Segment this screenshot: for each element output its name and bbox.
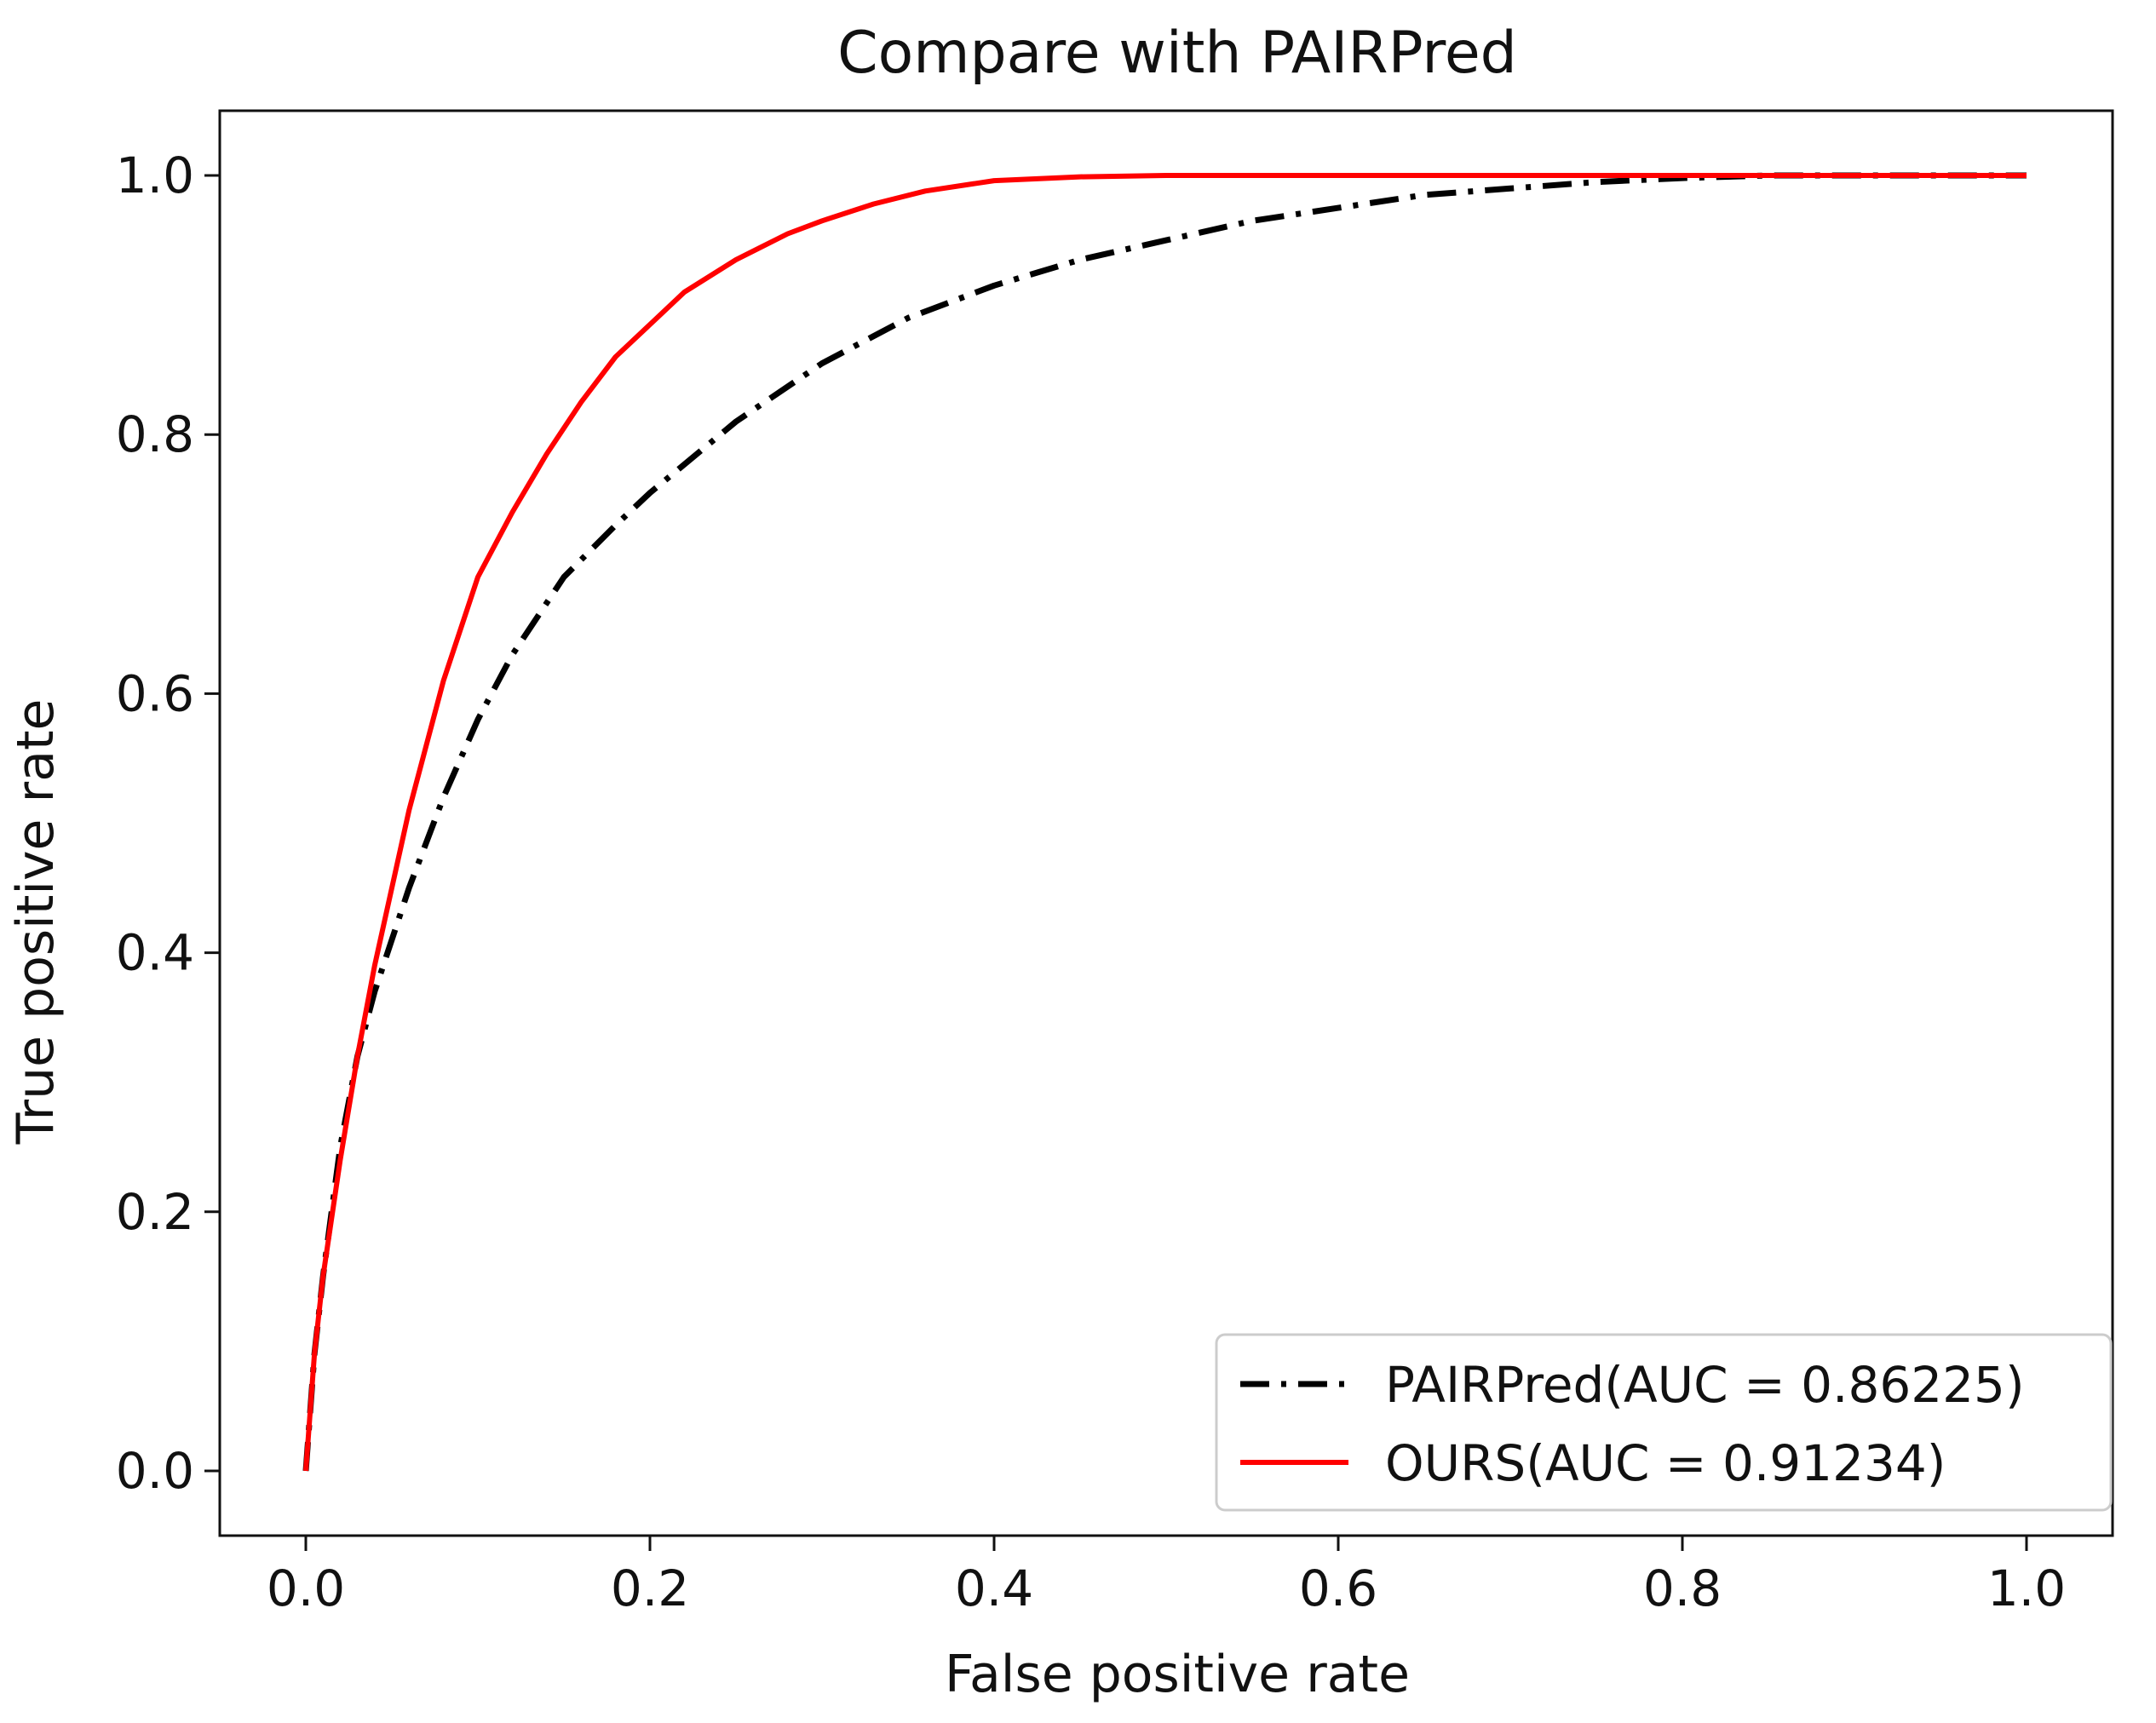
y-tick-label-5: 1.0: [116, 146, 194, 204]
y-tick-label-0: 0.0: [116, 1442, 194, 1500]
plot-frame: [218, 109, 2114, 1537]
legend-box: [1215, 1333, 2113, 1512]
axes: 0.0 0.2 0.4 0.6 0.8 1.0 0.0 0.2 0.4 0.6 0.8 1.0: [116, 109, 2114, 1617]
y-tick-label-1: 0.2: [116, 1183, 194, 1241]
y-tick-label-3: 0.6: [116, 664, 194, 722]
series-line-1: [302, 172, 2027, 1472]
series-line-2: [303, 173, 2027, 1472]
y-axis-title: True positive rate: [6, 699, 66, 1146]
x-tick-label-1: 0.2: [611, 1559, 689, 1617]
x-tick-label-5: 1.0: [1987, 1559, 2066, 1617]
x-tick-label-4: 0.8: [1643, 1559, 1722, 1617]
legend: PAIRPred(AUC = 0.86225) OURS(AUC = 0.9123…: [1215, 1333, 2113, 1512]
x-tick-label-0: 0.0: [267, 1559, 345, 1617]
x-tick-label-3: 0.6: [1299, 1559, 1377, 1617]
y-tick-label-2: 0.4: [116, 924, 194, 982]
chart-title: Compare with PAIRPred: [837, 20, 1517, 87]
legend-label-2: OURS(AUC = 0.91234): [1385, 1434, 1946, 1492]
y-tick-label-4: 0.8: [116, 405, 194, 463]
legend-label-1: PAIRPred(AUC = 0.86225): [1385, 1356, 2025, 1414]
x-axis-title: False positive rate: [945, 1645, 1410, 1704]
plot-area: [302, 172, 2027, 1472]
x-tick-label-2: 0.4: [955, 1559, 1033, 1617]
